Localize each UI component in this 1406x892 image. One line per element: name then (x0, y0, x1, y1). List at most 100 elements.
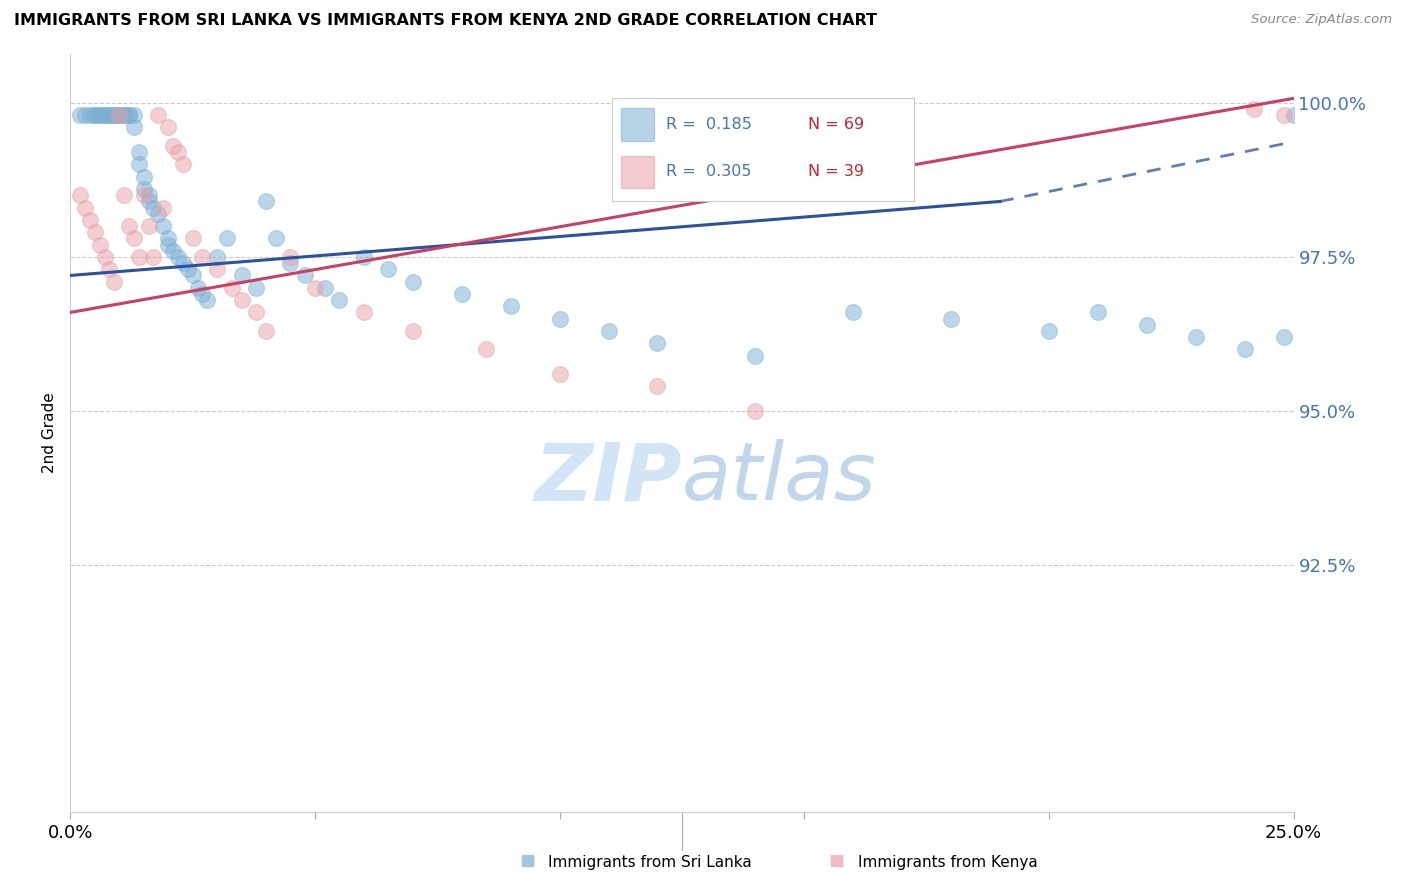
Point (108, 108, 131, 122)
Point (118, 219, 141, 233)
Point (280, 256, 302, 270)
Point (128, 250, 150, 264)
Point (231, 268, 253, 283)
Point (647, 336, 669, 351)
Point (112, 188, 135, 202)
Point (132, 188, 155, 202)
Point (83, 225, 105, 239)
Point (353, 305, 375, 319)
Point (73, 201, 96, 215)
Point (314, 281, 336, 295)
Point (177, 262, 200, 277)
Point (475, 343, 498, 357)
Point (148, 108, 170, 122)
Point (98, 108, 121, 122)
Text: ZIP: ZIP (534, 439, 682, 517)
Point (328, 293, 350, 307)
Point (162, 244, 184, 258)
Y-axis label: 2nd Grade: 2nd Grade (42, 392, 58, 473)
Point (138, 194, 160, 209)
Point (842, 305, 865, 319)
Point (132, 169, 155, 184)
Text: ◼: ◼ (519, 851, 536, 870)
Point (231, 293, 253, 307)
Point (167, 250, 190, 264)
Text: Source: ZipAtlas.com: Source: ZipAtlas.com (1251, 13, 1392, 27)
Point (108, 108, 131, 122)
Point (128, 145, 150, 160)
Point (118, 108, 141, 122)
Point (69, 108, 91, 122)
Point (499, 299, 522, 313)
Point (191, 287, 214, 301)
Text: Immigrants from Kenya: Immigrants from Kenya (858, 855, 1038, 870)
Point (1243, 102, 1265, 116)
Point (215, 231, 238, 245)
Point (93, 108, 115, 122)
Point (245, 281, 267, 295)
Point (221, 281, 243, 295)
Point (69, 188, 91, 202)
Point (112, 108, 135, 122)
Point (93, 250, 115, 264)
Bar (620, 108, 654, 141)
Point (1292, 114, 1315, 128)
Point (1272, 108, 1295, 122)
Point (157, 120, 180, 135)
Point (157, 237, 180, 252)
Point (744, 404, 766, 418)
Point (108, 108, 131, 122)
Point (142, 201, 165, 215)
Point (128, 157, 150, 171)
Point (450, 287, 472, 301)
Text: R =  0.185: R = 0.185 (666, 117, 752, 132)
Point (89, 108, 111, 122)
Point (254, 324, 277, 338)
Point (89, 237, 111, 252)
Point (598, 324, 620, 338)
Point (1087, 305, 1109, 319)
Text: N = 69: N = 69 (808, 117, 865, 132)
Point (118, 108, 141, 122)
Point (1184, 330, 1206, 344)
Point (1038, 324, 1060, 338)
Point (195, 293, 218, 307)
Point (181, 231, 204, 245)
Point (138, 219, 160, 233)
Point (353, 250, 375, 264)
Point (294, 268, 316, 283)
Point (402, 275, 425, 289)
Point (939, 311, 962, 326)
Point (167, 145, 190, 160)
Point (122, 120, 145, 135)
Point (152, 219, 174, 233)
Text: N = 39: N = 39 (808, 164, 865, 179)
Point (377, 262, 399, 277)
Text: R =  0.305: R = 0.305 (666, 164, 752, 179)
Point (83, 108, 105, 122)
Point (1272, 330, 1295, 344)
Point (79, 108, 101, 122)
Point (1136, 318, 1159, 332)
Point (98, 262, 121, 277)
Point (245, 305, 267, 319)
Point (122, 108, 145, 122)
Point (103, 108, 125, 122)
Point (122, 231, 145, 245)
Point (548, 367, 571, 381)
Point (172, 256, 194, 270)
Text: IMMIGRANTS FROM SRI LANKA VS IMMIGRANTS FROM KENYA 2ND GRADE CORRELATION CHART: IMMIGRANTS FROM SRI LANKA VS IMMIGRANTS … (14, 13, 877, 29)
Point (191, 250, 214, 264)
Point (103, 275, 125, 289)
Point (162, 139, 184, 153)
Point (112, 108, 135, 122)
Point (142, 250, 165, 264)
Point (83, 108, 105, 122)
Point (157, 231, 180, 245)
Point (98, 108, 121, 122)
Point (79, 213, 101, 227)
Point (548, 311, 571, 326)
Point (172, 157, 194, 171)
Point (205, 250, 228, 264)
Point (402, 324, 425, 338)
